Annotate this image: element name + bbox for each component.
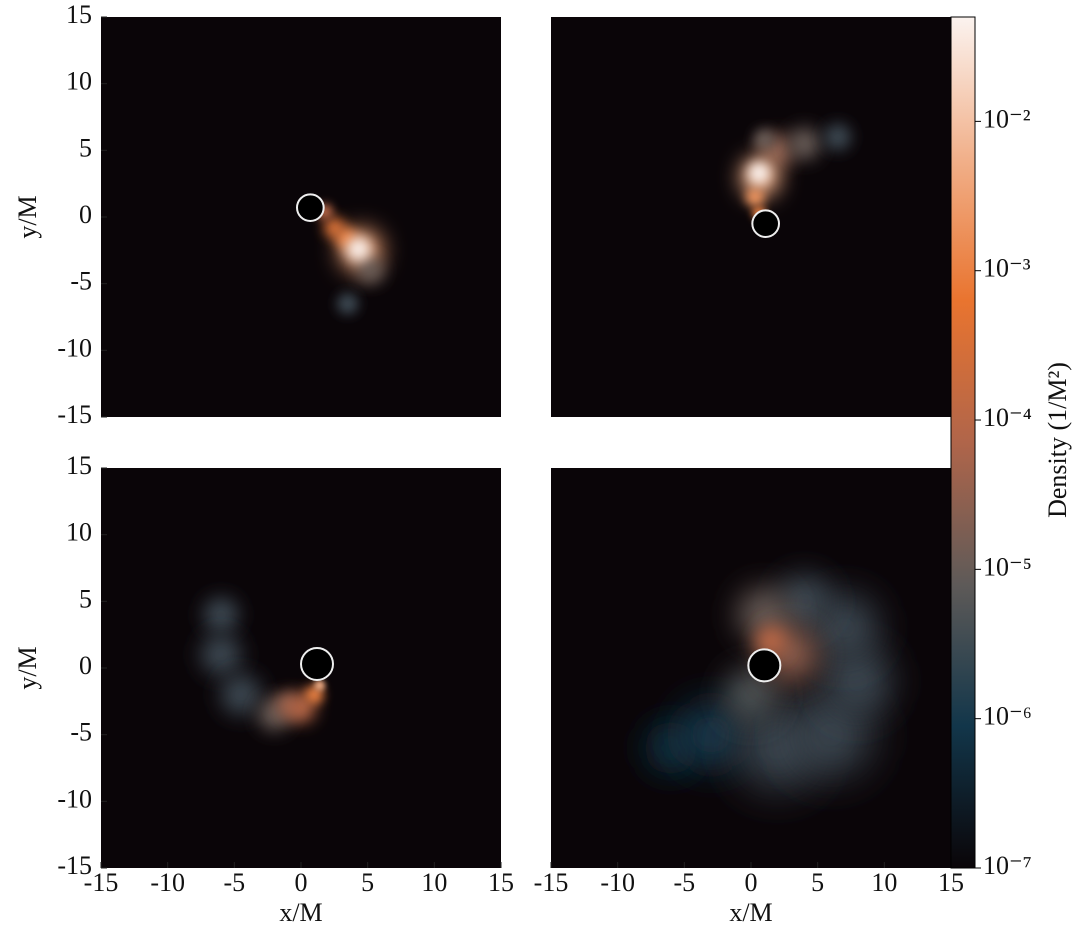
- y-axis-label: y/M: [13, 646, 42, 689]
- colorbar-tick-label: 10⁻²: [983, 104, 1031, 133]
- density-blob: [337, 293, 359, 315]
- y-tick-label: 15: [66, 451, 92, 480]
- x-tick-label: -10: [150, 868, 185, 897]
- y-tick-label: -15: [57, 851, 92, 880]
- black-hole-marker: [747, 648, 782, 683]
- density-blob: [791, 694, 871, 775]
- density-blob: [677, 701, 745, 769]
- y-tick-label: -10: [57, 784, 92, 813]
- colorbar: [950, 16, 976, 869]
- y-tick-label: -5: [70, 267, 92, 296]
- x-tick-label: 10: [871, 868, 897, 897]
- x-tick-label: 5: [361, 868, 374, 897]
- y-tick-label: 15: [66, 0, 92, 29]
- density-blob: [753, 129, 775, 151]
- x-tick-label: 0: [745, 868, 758, 897]
- black-hole-marker: [751, 209, 781, 239]
- density-blob: [824, 648, 892, 715]
- x-tick-label: -5: [223, 868, 245, 897]
- y-tick-label: -5: [70, 718, 92, 747]
- panel: [551, 17, 951, 417]
- colorbar-tick-label: 10⁻⁴: [983, 403, 1032, 432]
- black-hole-marker: [300, 647, 334, 681]
- panel: [551, 468, 951, 868]
- density-blob: [748, 162, 770, 184]
- x-tick-label: -15: [534, 868, 569, 897]
- density-blob: [203, 597, 239, 633]
- x-tick-label: 5: [811, 868, 824, 897]
- x-tick-label: 10: [421, 868, 447, 897]
- density-blob: [221, 674, 261, 715]
- density-blob: [314, 680, 325, 691]
- x-tick-label: -10: [600, 868, 635, 897]
- density-blob: [357, 257, 384, 284]
- y-tick-label: 0: [79, 651, 92, 680]
- y-tick-label: -15: [57, 400, 92, 429]
- x-axis-label: x/M: [279, 898, 322, 927]
- colorbar-tick-label: 10⁻⁵: [983, 552, 1032, 581]
- x-tick-label: -5: [673, 868, 695, 897]
- density-blob: [824, 123, 852, 151]
- panel: [101, 468, 501, 868]
- y-tick-label: 5: [79, 133, 92, 162]
- colorbar-tick-label: 10⁻⁶: [983, 702, 1032, 731]
- colorbar-tick-label: 10⁻³: [983, 254, 1031, 283]
- density-blob: [745, 187, 765, 207]
- y-tick-label: 5: [79, 584, 92, 613]
- y-tick-label: 10: [66, 518, 92, 547]
- colorbar-tick-label: 10⁻⁷: [983, 851, 1032, 880]
- y-tick-label: 10: [66, 67, 92, 96]
- colorbar-label: Density (1/M²): [1043, 362, 1072, 518]
- y-axis-label: y/M: [13, 195, 42, 238]
- density-blob: [346, 237, 371, 261]
- panel-background: [551, 17, 951, 417]
- y-tick-label: 0: [79, 200, 92, 229]
- density-blob: [201, 634, 241, 675]
- x-tick-label: 15: [938, 868, 964, 897]
- x-tick-label: -15: [84, 868, 119, 897]
- x-tick-label: 0: [295, 868, 308, 897]
- panel: [101, 17, 501, 417]
- x-axis-label: x/M: [729, 898, 772, 927]
- density-blob: [788, 127, 821, 160]
- y-tick-label: -10: [57, 333, 92, 362]
- x-tick-label: 15: [488, 868, 514, 897]
- black-hole-marker: [296, 193, 325, 223]
